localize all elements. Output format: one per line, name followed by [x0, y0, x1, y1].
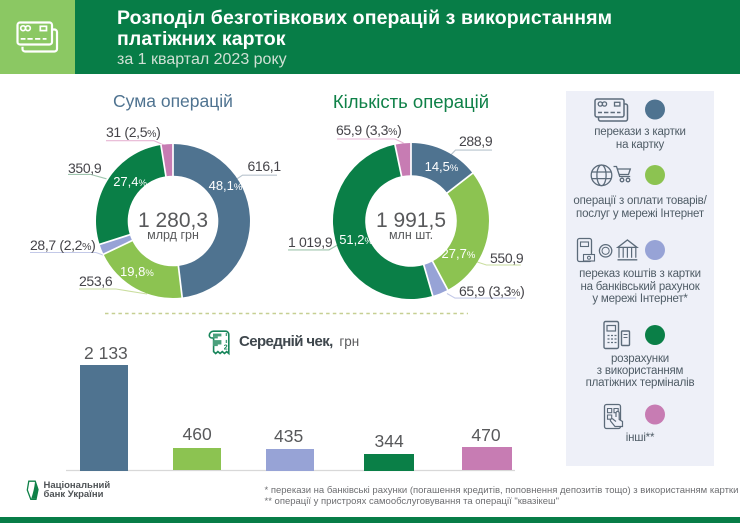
svg-text:2: 2	[224, 345, 228, 352]
